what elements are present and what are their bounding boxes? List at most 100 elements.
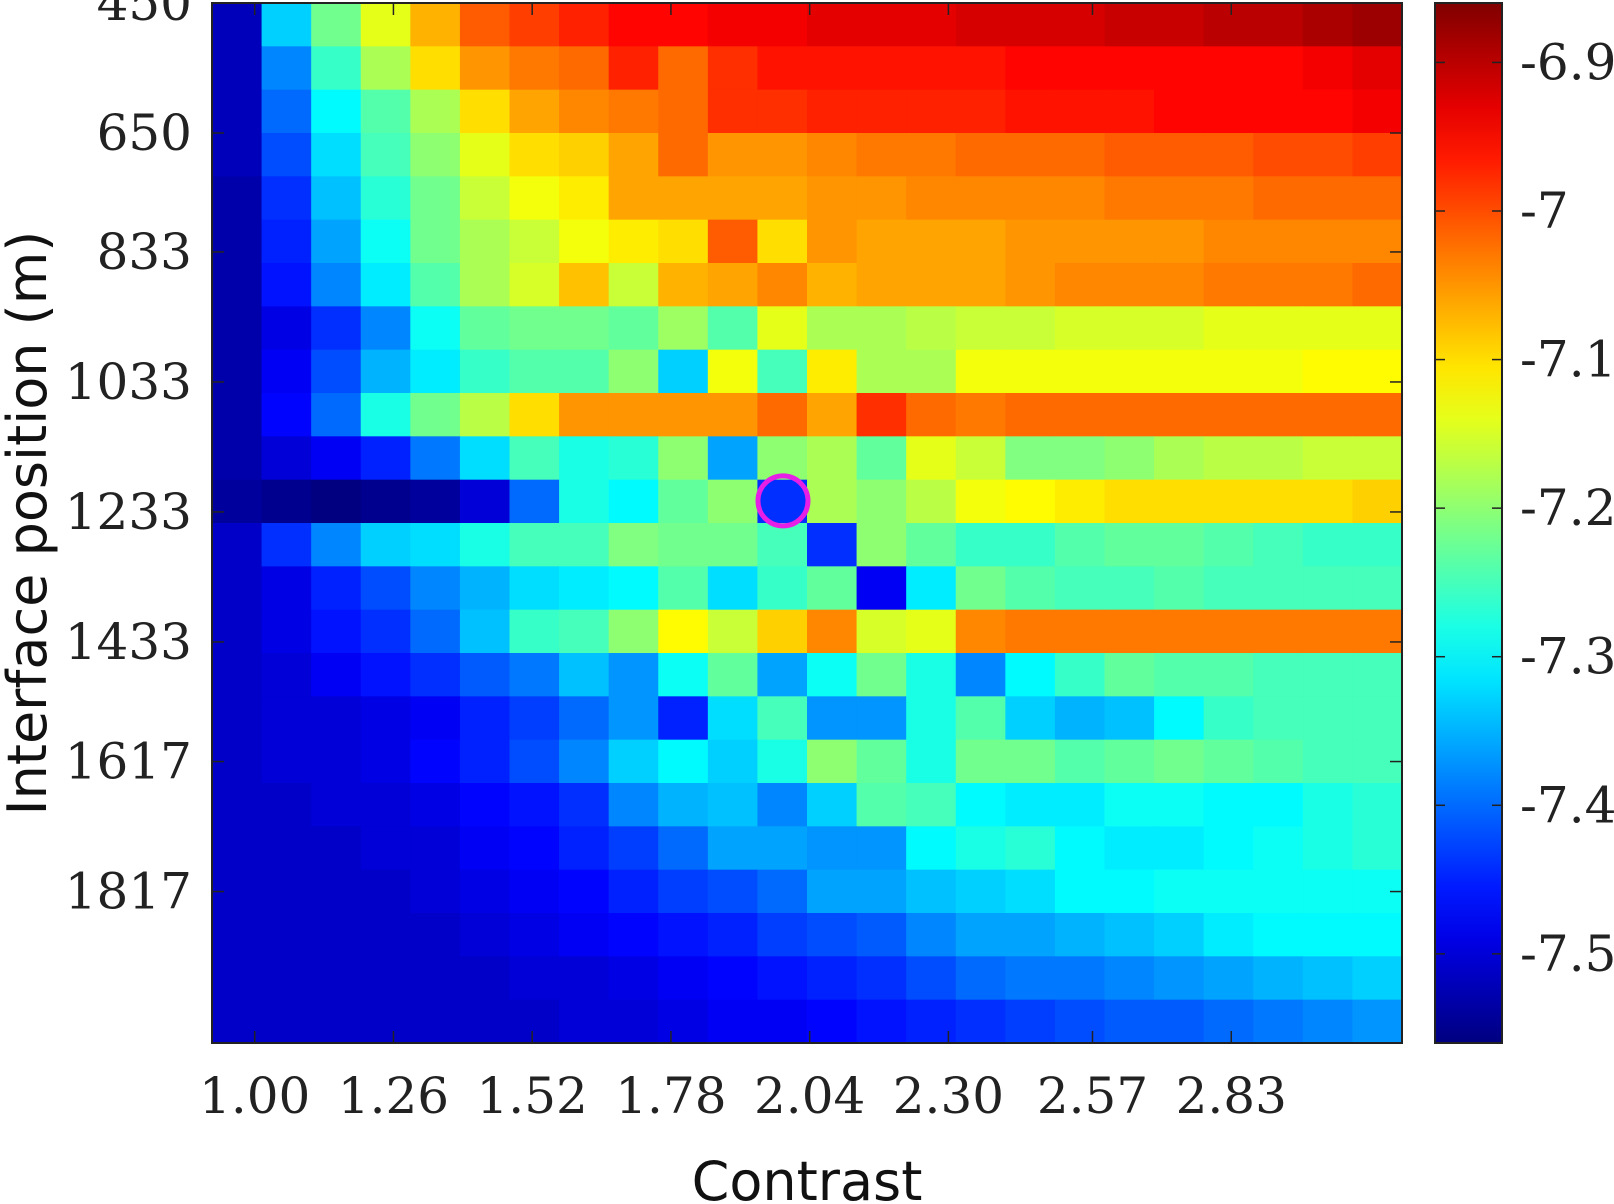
- heatmap-cell: [906, 393, 957, 437]
- heatmap-cell: [955, 913, 1006, 957]
- heatmap-cell: [906, 609, 957, 654]
- heatmap-cell: [807, 219, 858, 264]
- heatmap-cell: [360, 46, 411, 91]
- x-axis-title: Contrast: [692, 1150, 923, 1204]
- heatmap-cell: [509, 609, 560, 654]
- heatmap-cell: [608, 999, 659, 1044]
- heatmap-cell: [212, 696, 263, 741]
- heatmap-cell: [1054, 306, 1106, 351]
- heatmap-cell: [1253, 89, 1304, 134]
- heatmap-cell: [955, 566, 1006, 611]
- heatmap-cell: [707, 609, 759, 654]
- heatmap-cell: [658, 653, 709, 697]
- heatmap-cell: [1054, 3, 1106, 47]
- heatmap-cell: [1203, 826, 1254, 871]
- heatmap-cell: [658, 89, 709, 134]
- heatmap-cell: [658, 133, 709, 177]
- heatmap-cell: [1253, 913, 1304, 957]
- heatmap-cell: [757, 826, 808, 871]
- heatmap-cell: [757, 913, 808, 957]
- heatmap-cell: [608, 3, 659, 47]
- heatmap-cell: [707, 89, 759, 134]
- heatmap-cell: [1104, 349, 1155, 394]
- colorbar-tick-label: -7.5: [1520, 925, 1614, 983]
- heatmap-cell: [807, 523, 858, 567]
- heatmap-cell: [658, 219, 709, 264]
- heatmap-cell: [1253, 306, 1304, 351]
- heatmap-cell: [856, 999, 907, 1044]
- heatmap-cell: [1302, 263, 1354, 307]
- heatmap-cell: [856, 436, 907, 481]
- heatmap-cell: [509, 956, 560, 1001]
- heatmap-cell: [608, 653, 659, 697]
- heatmap-cell: [608, 523, 659, 567]
- heatmap-cell: [1154, 999, 1205, 1044]
- heatmap-cell: [707, 739, 759, 784]
- heatmap-cell: [1302, 393, 1354, 437]
- heatmap-cell: [360, 609, 411, 654]
- y-tick-label: 450: [97, 0, 192, 32]
- heatmap-cell: [1203, 349, 1254, 394]
- heatmap-cell: [459, 956, 511, 1001]
- heatmap-cell: [757, 263, 808, 307]
- heatmap-cell: [1352, 956, 1403, 1001]
- heatmap-cell: [261, 999, 312, 1044]
- heatmap-cell: [906, 913, 957, 957]
- heatmap-cell: [459, 653, 511, 697]
- heatmap-cell: [509, 263, 560, 307]
- x-tick-label: 1.52: [477, 1067, 588, 1125]
- heatmap-cell: [856, 653, 907, 697]
- heatmap-cell: [1203, 523, 1254, 567]
- colorbar: [1434, 2, 1503, 1044]
- heatmap-cell: [559, 479, 610, 524]
- heatmap-cell: [360, 89, 411, 134]
- heatmap-cell: [1253, 393, 1304, 437]
- heatmap-cell: [261, 523, 312, 567]
- optimum-marker: [755, 473, 811, 529]
- y-tick-label: 1433: [65, 613, 192, 671]
- heatmap-cell: [410, 956, 461, 1001]
- heatmap-cell: [1104, 956, 1155, 1001]
- heatmap-cell: [261, 869, 312, 914]
- heatmap-cell: [658, 913, 709, 957]
- heatmap-cell: [559, 609, 610, 654]
- heatmap-cell: [608, 479, 659, 524]
- heatmap-cell: [707, 479, 759, 524]
- heatmap-cell: [856, 696, 907, 741]
- heatmap-cell: [1154, 393, 1205, 437]
- heatmap-cell: [955, 653, 1006, 697]
- heatmap-cell: [212, 176, 263, 221]
- heatmap-cell: [807, 869, 858, 914]
- heatmap-cell: [509, 349, 560, 394]
- heatmap-cell: [1253, 696, 1304, 741]
- heatmap-cell: [212, 956, 263, 1001]
- heatmap-cell: [658, 349, 709, 394]
- heatmap-cell: [559, 393, 610, 437]
- colorbar-tick-label: -7.2: [1520, 479, 1614, 537]
- heatmap-cell: [1104, 89, 1155, 134]
- heatmap-cell: [1104, 263, 1155, 307]
- heatmap-cell: [212, 609, 263, 654]
- heatmap-cell: [1253, 3, 1304, 47]
- heatmap-cell: [955, 176, 1006, 221]
- heatmap-cell: [1154, 176, 1205, 221]
- heatmap-cell: [608, 826, 659, 871]
- heatmap-cell: [1203, 176, 1254, 221]
- heatmap-cell: [1253, 479, 1304, 524]
- heatmap-cell: [1352, 653, 1403, 697]
- heatmap-cell: [410, 479, 461, 524]
- heatmap-cell: [658, 739, 709, 784]
- heatmap-cell: [1203, 783, 1254, 827]
- heatmap-cell: [807, 653, 858, 697]
- heatmap-cell: [906, 869, 957, 914]
- heatmap-cell: [559, 783, 610, 827]
- heatmap-cell: [559, 349, 610, 394]
- heatmap-cell: [1154, 566, 1205, 611]
- heatmap-cell: [311, 46, 362, 91]
- heatmap-cell: [1352, 783, 1403, 827]
- heatmap-cell: [955, 479, 1006, 524]
- heatmap-cell: [906, 219, 957, 264]
- heatmap-cell: [1352, 176, 1403, 221]
- heatmap-cell: [1104, 219, 1155, 264]
- plot-frame: [211, 2, 1403, 1044]
